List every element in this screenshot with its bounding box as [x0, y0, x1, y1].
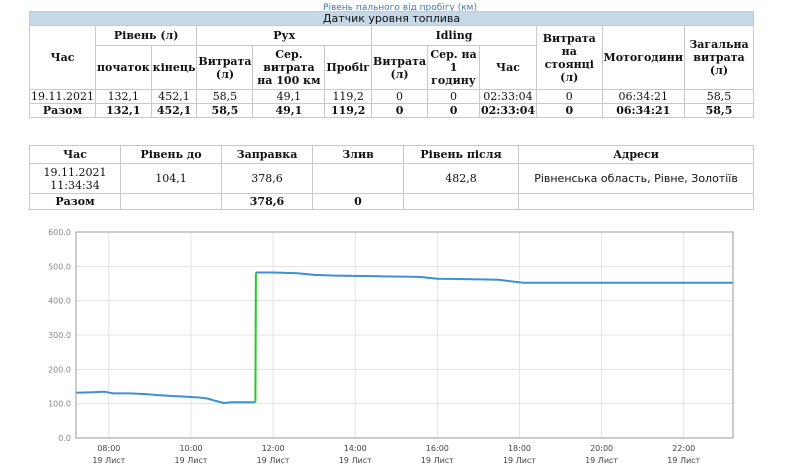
col-idle-cons: Витрата (л): [371, 45, 429, 90]
cell: 0: [427, 89, 480, 104]
cell: 452,1: [150, 89, 198, 104]
cell: 0: [312, 193, 404, 210]
cell: 482,8: [403, 163, 519, 194]
col-avg100: Сер. витрата на 100 км: [252, 45, 326, 90]
date: 19.11.2021: [43, 165, 107, 179]
chart-caption: Рівень пального від пробігу (км): [323, 3, 477, 13]
cell: 0: [427, 103, 480, 118]
col-end: кінець: [150, 45, 198, 90]
cell: 132,1: [94, 103, 152, 118]
table-row: 19.11.2021 11:34:34 104,1 378,6 482,8 Рів…: [29, 163, 754, 194]
x-tick-day: 19 Лист: [339, 456, 372, 465]
cell: 104,1: [120, 163, 222, 194]
col-idling: Idling: [371, 25, 537, 46]
cell: 132,1: [94, 89, 152, 104]
col-level: Рівень (л): [94, 25, 198, 46]
x-tick-time: 14:00: [344, 444, 367, 453]
col-motor: Мотогодини: [601, 25, 685, 90]
x-tick-time: 16:00: [426, 444, 449, 453]
x-tick-day: 19 Лист: [585, 456, 618, 465]
col-refuel: Заправка: [221, 145, 313, 164]
x-tick-day: 19 Лист: [667, 456, 700, 465]
y-tick-label: 200.0: [48, 365, 71, 374]
col-move: Рух: [196, 25, 373, 46]
clock: 11:34:34: [50, 178, 100, 192]
cell: 0: [371, 89, 429, 104]
sensor-title: Датчик уровня топлива: [29, 11, 754, 26]
cell: 19.11.2021 11:34:34: [29, 163, 121, 194]
col-drain: Злив: [312, 145, 404, 164]
series-line-2: [255, 271, 733, 284]
y-tick-label: 100.0: [48, 400, 71, 409]
cell: [120, 193, 222, 210]
cell: [403, 193, 519, 210]
cell: 378,6: [221, 193, 313, 210]
x-tick-day: 19 Лист: [257, 456, 290, 465]
col-idle-time: Час: [478, 45, 538, 90]
cell: Разом: [29, 103, 96, 118]
x-tick-time: 08:00: [97, 444, 120, 453]
fuel-summary-table: Датчик уровня топлива Час Рівень (л) Рух…: [29, 11, 755, 118]
x-tick-day: 19 Лист: [503, 456, 536, 465]
cell: 02:33:04: [478, 103, 538, 118]
x-tick-time: 22:00: [672, 444, 695, 453]
cell: 119,2: [324, 103, 373, 118]
x-tick-time: 18:00: [508, 444, 531, 453]
col-cons: Витрата (л): [196, 45, 254, 90]
fuel-level-chart: 0.0 100.0 200.0 300.0 400.0 500.0 600.0 08:00 19…: [48, 228, 734, 465]
series-line-0: [75, 390, 256, 404]
total-row: Разом 132,1 452,1 58,5 49,1 119,2 0 0 02…: [29, 103, 755, 118]
x-tick-day: 19 Лист: [174, 456, 207, 465]
cell: 378,6: [221, 163, 313, 194]
y-tick-label: 300.0: [48, 331, 71, 340]
cell: 0: [371, 103, 429, 118]
cell: 58,5: [196, 89, 254, 104]
col-start: початок: [94, 45, 152, 90]
cell: 49,1: [252, 89, 326, 104]
cell: Разом: [29, 193, 121, 210]
x-tick-time: 12:00: [262, 444, 285, 453]
cell: 0: [536, 89, 603, 104]
y-tick-label: 0.0: [58, 434, 71, 443]
col-time: Час: [29, 25, 96, 90]
table-row: 19.11.2021 132,1 452,1 58,5 49,1 119,2 0…: [29, 89, 755, 104]
cell: 119,2: [324, 89, 373, 104]
cell: 19.11.2021: [29, 89, 96, 104]
col-level-after: Рівень після: [403, 145, 519, 164]
col-total: Загальна витрата (л): [683, 25, 755, 90]
cell: [518, 193, 754, 210]
col-avg1h: Сер. на 1 годину: [427, 45, 480, 90]
y-tick-label: 600.0: [48, 228, 71, 237]
x-tick-time: 10:00: [179, 444, 202, 453]
cell: 58,5: [683, 89, 755, 104]
cell: 49,1: [252, 103, 326, 118]
cell: 452,1: [150, 103, 198, 118]
cell: 0: [536, 103, 603, 118]
y-tick-label: 500.0: [48, 262, 71, 271]
col-stand: Витрата на стоянці (л): [536, 25, 603, 90]
col-mileage: Пробіг: [324, 45, 373, 90]
series-line-1: [254, 272, 257, 403]
col-level-before: Рівень до: [120, 145, 222, 164]
cell: 06:34:21: [601, 103, 685, 118]
cell: [312, 163, 404, 194]
refuel-table: Час Рівень до Заправка Злив Рівень після…: [29, 145, 754, 210]
x-tick-day: 19 Лист: [92, 456, 125, 465]
cell: 58,5: [196, 103, 254, 118]
x-tick-time: 20:00: [590, 444, 613, 453]
y-tick-label: 400.0: [48, 297, 71, 306]
x-tick-day: 19 Лист: [421, 456, 454, 465]
total-row: Разом 378,6 0: [29, 193, 754, 210]
col-time: Час: [29, 145, 121, 164]
cell: 06:34:21: [601, 89, 685, 104]
cell: 58,5: [683, 103, 755, 118]
cell: 02:33:04: [478, 89, 538, 104]
col-address: Адреси: [518, 145, 754, 164]
address-cell: Рівненська область, Рівне, Золотіїв: [518, 163, 754, 194]
